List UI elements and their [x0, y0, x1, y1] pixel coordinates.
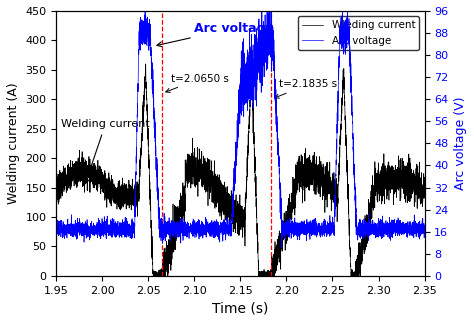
Wleding current	[328, 184, 334, 188]
Wleding current	[293, 193, 299, 197]
Text: t=2.0650 s: t=2.0650 s	[166, 73, 229, 92]
Arc voltage	[120, 223, 126, 227]
Y-axis label: Welding current (A): Welding current (A)	[7, 82, 20, 204]
Wleding current	[274, 237, 280, 241]
Wleding current	[150, 274, 156, 278]
Wleding current	[143, 62, 148, 66]
Arc voltage	[259, 9, 264, 13]
Arc voltage	[274, 138, 280, 142]
Wleding current	[356, 262, 362, 266]
Legend: Wleding current, Arc voltage: Wleding current, Arc voltage	[298, 16, 419, 50]
Line: Arc voltage: Arc voltage	[56, 11, 425, 248]
Wleding current	[422, 196, 428, 200]
Arc voltage	[194, 225, 200, 229]
Arc voltage	[279, 246, 284, 250]
Text: Arc voltage: Arc voltage	[157, 22, 274, 47]
Arc voltage	[422, 224, 428, 228]
Y-axis label: Arc voltage (V): Arc voltage (V)	[454, 97, 467, 190]
Wleding current	[194, 172, 200, 175]
Wleding current	[54, 176, 59, 180]
Wleding current	[120, 205, 126, 209]
Arc voltage	[293, 225, 299, 229]
Text: t=2.1835 s: t=2.1835 s	[275, 80, 337, 98]
Arc voltage	[328, 224, 334, 228]
Text: Welding current: Welding current	[61, 119, 150, 184]
Arc voltage	[356, 226, 362, 230]
X-axis label: Time (s): Time (s)	[212, 301, 269, 315]
Line: Wleding current: Wleding current	[56, 64, 425, 276]
Arc voltage	[54, 230, 59, 234]
